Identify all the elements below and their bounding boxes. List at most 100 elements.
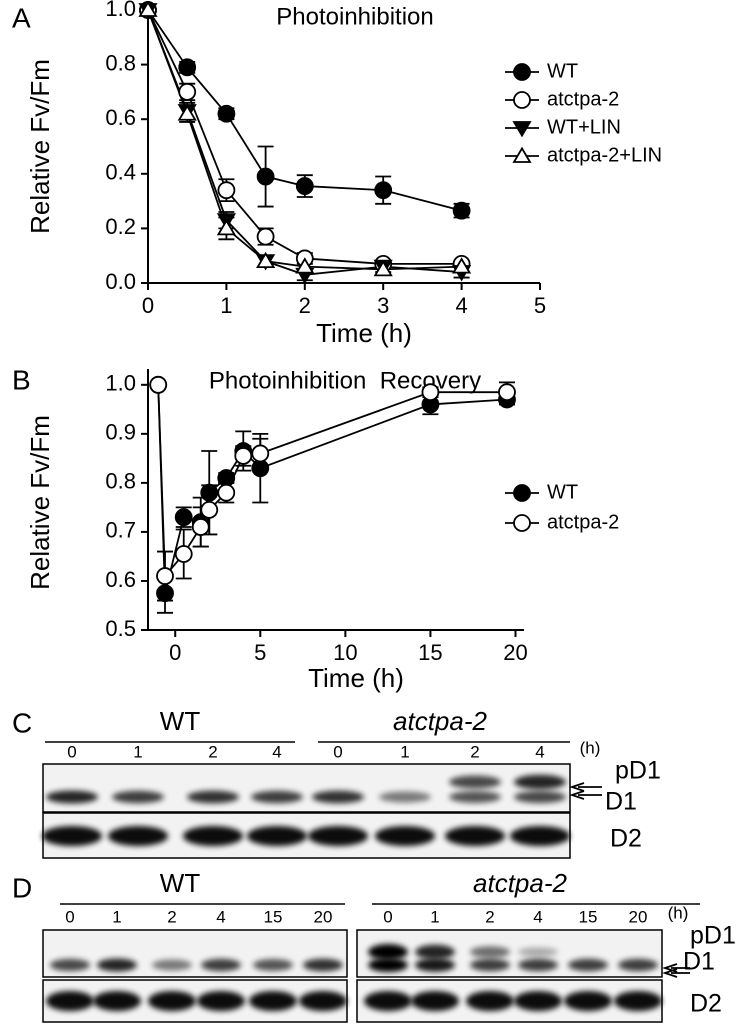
lane-label: 2	[470, 742, 479, 761]
lane-label: 1	[430, 907, 439, 926]
marker	[256, 167, 275, 186]
band-d2	[614, 991, 662, 1011]
lane-label: 0	[65, 907, 74, 926]
marker	[156, 567, 174, 585]
x-tick-label: 5	[534, 293, 546, 318]
lane-label: 4	[272, 742, 281, 761]
band-d1	[46, 790, 98, 804]
band-label: D1	[605, 788, 637, 816]
band-d2	[308, 826, 368, 846]
marker	[217, 104, 236, 123]
band-d1	[201, 958, 241, 972]
marker	[421, 383, 440, 402]
band-d2	[197, 991, 245, 1011]
legend-label: WT+LIN	[547, 116, 621, 138]
lane-label: 0	[67, 742, 76, 761]
marker	[512, 146, 532, 163]
band-d1	[618, 958, 658, 972]
group-label: WT	[160, 706, 201, 736]
series-line	[157, 384, 507, 579]
lane-label: 4	[535, 742, 544, 761]
lane-label: 0	[383, 907, 392, 926]
x-tick-label: 0	[142, 293, 154, 318]
blot-panel	[356, 929, 663, 978]
marker	[251, 444, 270, 463]
y-tick-label: 1.0	[105, 371, 136, 396]
chart-title: Photoinhibition Recovery	[209, 367, 481, 394]
marker	[191, 518, 210, 536]
marker	[373, 259, 393, 277]
x-tick-label: 20	[503, 640, 527, 665]
legend-label: atctpa-2	[547, 88, 619, 110]
y-tick-label: 0.4	[105, 160, 136, 185]
panel-label: A	[12, 2, 31, 33]
band-label: D2	[690, 990, 722, 1018]
x-tick-label: 3	[377, 293, 389, 318]
band-pd1	[518, 947, 558, 957]
y-tick-label: 0.5	[105, 616, 136, 641]
band-d1	[251, 790, 303, 804]
band-label: D2	[610, 825, 642, 853]
marker	[513, 514, 531, 532]
y-tick-label: 0.0	[105, 269, 136, 294]
y-tick-label: 0.6	[105, 105, 136, 130]
marker	[138, 0, 158, 17]
band-pd1	[415, 944, 455, 960]
unit-label: (h)	[668, 903, 689, 922]
band-d2	[411, 991, 459, 1011]
band-d1	[470, 958, 510, 972]
band-d1	[449, 791, 501, 803]
band-d1	[50, 958, 90, 972]
marker	[200, 500, 219, 519]
x-tick-label: 2	[299, 293, 311, 318]
x-tick-label: 0	[169, 640, 181, 665]
band-d2	[514, 991, 562, 1011]
marker	[217, 483, 236, 502]
band-label: D1	[683, 948, 715, 976]
band-d2	[108, 826, 168, 846]
lane-label: 2	[485, 907, 494, 926]
lane-label: 20	[629, 907, 648, 926]
band-d2	[445, 826, 505, 846]
arrow	[569, 782, 602, 792]
marker	[156, 584, 174, 603]
band-d2	[249, 991, 297, 1011]
lane-label: 4	[533, 907, 542, 926]
unit-label: (h)	[580, 738, 601, 757]
band-d1	[368, 958, 408, 972]
marker	[512, 121, 532, 138]
x-tick-label: 5	[254, 640, 266, 665]
legend-label: WT	[547, 60, 578, 82]
chart-title: Photoinhibition	[276, 3, 433, 30]
blot-panel	[42, 763, 571, 813]
panel-label: C	[12, 707, 32, 738]
marker	[256, 251, 276, 269]
lane-label: 1	[112, 907, 121, 926]
blot-panel	[42, 929, 348, 978]
lane-label: 0	[333, 742, 342, 761]
marker	[217, 469, 236, 487]
marker	[251, 459, 270, 478]
group-label: atctpa-2	[473, 868, 567, 898]
legend-label: atctpa-2+LIN	[547, 144, 662, 166]
band-d2	[510, 826, 570, 846]
band-d1	[514, 790, 566, 804]
band-d2	[42, 826, 102, 846]
band-pd1	[514, 774, 566, 790]
band-d1	[303, 958, 343, 972]
band-d1	[187, 790, 239, 804]
x-axis-label: Time (h)	[308, 663, 404, 693]
group-label: atctpa-2	[393, 706, 487, 736]
panel-label: B	[12, 364, 31, 395]
band-d1	[379, 791, 431, 803]
x-tick-label: 4	[455, 293, 467, 318]
band-d1	[568, 958, 608, 972]
marker	[374, 181, 393, 200]
lane-label: 15	[264, 907, 283, 926]
marker	[513, 63, 531, 81]
legend-label: WT	[547, 481, 578, 503]
marker	[452, 201, 471, 220]
marker	[295, 257, 315, 274]
lane-label: 15	[579, 907, 598, 926]
